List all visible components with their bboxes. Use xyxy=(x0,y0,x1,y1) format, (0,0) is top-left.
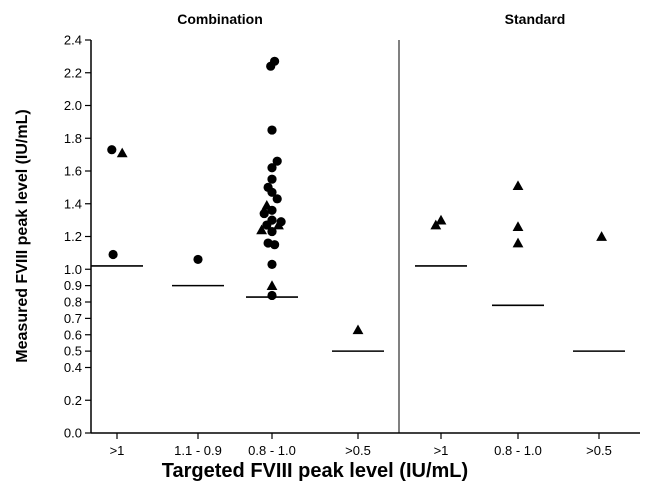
panel-label-standard: Standard xyxy=(505,11,566,27)
x-tick-label: >1 xyxy=(434,443,449,458)
x-axis-title: Targeted FVIII peak level (IU/mL) xyxy=(162,460,468,482)
y-tick-label: 0.5 xyxy=(64,344,82,359)
y-tick-label: 1.0 xyxy=(64,262,82,277)
x-tick-label: >0.5 xyxy=(345,443,371,458)
y-tick-label: 1.4 xyxy=(64,196,82,211)
y-tick-label: 0.4 xyxy=(64,360,82,375)
triangle-point xyxy=(352,324,364,335)
triangle-point xyxy=(512,221,524,231)
panel-label-combination: Combination xyxy=(177,11,263,27)
y-axis-title: Measured FVIII peak level (IU/mL) xyxy=(14,109,31,362)
circle-point xyxy=(267,187,277,197)
y-tick-label: 2.0 xyxy=(64,98,82,113)
y-tick-label: 0.9 xyxy=(64,278,82,293)
axes xyxy=(90,40,640,434)
circle-point xyxy=(272,156,282,166)
triangle-point xyxy=(512,237,524,248)
circle-point xyxy=(270,240,280,250)
y-tick-label: 1.6 xyxy=(64,164,82,179)
circle-point xyxy=(267,125,277,135)
circle-point xyxy=(267,163,277,173)
triangle-point xyxy=(261,199,273,210)
y-tick-label: 0.6 xyxy=(64,327,82,342)
circle-point xyxy=(108,249,118,260)
data-points xyxy=(107,56,607,335)
median-lines xyxy=(91,265,625,352)
x-tick-label: 0.8 - 1.0 xyxy=(494,443,542,458)
triangle-point xyxy=(596,231,607,241)
y-tick-label: 2.4 xyxy=(64,33,82,48)
circle-point xyxy=(267,259,277,269)
y-tick-label: 0.8 xyxy=(64,295,82,310)
x-tick-label: 0.8 - 1.0 xyxy=(248,443,296,458)
circle-point xyxy=(262,220,272,230)
triangle-point xyxy=(116,147,128,158)
circle-point xyxy=(272,194,282,204)
circle-point xyxy=(193,254,203,265)
triangle-point xyxy=(266,280,278,290)
triangle-point xyxy=(273,219,284,230)
y-tick-label: 0.7 xyxy=(64,311,82,326)
y-tick-label: 1.8 xyxy=(64,131,82,146)
circle-point xyxy=(267,290,277,301)
triangle-point xyxy=(256,224,267,235)
y-tick-label: 0.2 xyxy=(64,393,82,408)
triangle-point xyxy=(430,219,442,230)
triangle-point xyxy=(512,180,524,191)
y-ticks: 0.0 0.2 0.40.5 0.60.70.8 0.91.0 1.2 1.4 1.6 1.8 2… xyxy=(64,33,91,441)
circle-point xyxy=(107,145,117,155)
y-tick-label: 0.0 xyxy=(64,426,82,441)
y-tick-label: 1.2 xyxy=(64,229,82,244)
triangle-point xyxy=(435,214,447,225)
x-ticks: >1 1.1 - 0.9 0.8 - 1.0 >0.5 >1 0.8 - 1.0 >0.5 xyxy=(110,433,612,458)
circle-point xyxy=(267,174,277,184)
x-tick-label: 1.1 - 0.9 xyxy=(174,443,222,458)
circle-point xyxy=(270,56,280,66)
x-tick-label: >0.5 xyxy=(586,443,612,458)
circle-point xyxy=(259,208,269,219)
y-tick-label: 2.2 xyxy=(64,65,82,80)
x-tick-label: >1 xyxy=(110,443,125,458)
